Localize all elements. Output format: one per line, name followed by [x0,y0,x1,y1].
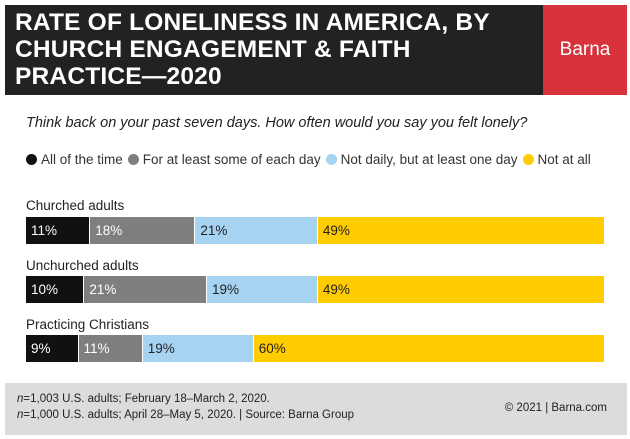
bar-segment [195,217,318,244]
chart-header: RATE OF LONELINESS IN AMERICA, BY CHURCH… [5,5,543,95]
stacked-bar: 10% 21% 19% 49% [26,276,604,303]
stacked-bar: 11% 18% 21% 49% [26,217,604,244]
data-label: 18% [95,223,123,238]
bar-segment [84,276,207,303]
category-label: Unchurched adults [26,258,139,273]
legend-label: Not at all [537,152,591,167]
footnote-line-2: n=1,000 U.S. adults; April 28–May 5, 202… [17,407,354,423]
footer: n=1,003 U.S. adults; February 18–March 2… [5,383,627,435]
legend-item: All of the time [26,152,123,167]
legend-label: All of the time [41,152,123,167]
legend-dot-icon [26,154,37,165]
legend-dot-icon [127,154,139,165]
bar-segment [253,335,604,362]
barna-logo: Barna [543,5,627,95]
footnote: n=1,003 U.S. adults; February 18–March 2… [17,391,354,423]
survey-question: Think back on your past seven days. How … [26,115,528,131]
data-label: 19% [147,341,175,356]
bar-segment [90,217,196,244]
legend-item: Not daily, but at least one day [325,152,518,167]
data-label: 9% [31,341,51,356]
bar-segment [142,335,254,362]
data-label: 19% [211,282,240,297]
stacked-bar: 9% 11% 19% 60% [26,335,604,362]
bar-segment [26,217,91,244]
bar-segment [78,335,143,362]
category-label: Practicing Christians [26,317,150,332]
copyright: © 2021 | Barna.com [504,402,607,414]
bar-segment [26,276,85,303]
chart-legend: All of the time For at least some of each… [26,149,606,171]
legend-label: Not daily, but at least one day [340,152,518,167]
legend-item: Not at all [522,152,591,167]
legend-label: For at least some of each day [142,152,321,167]
footnote-text-2: =1,000 U.S. adults; April 28–May 5, 2020… [23,409,355,421]
data-label: 49% [322,282,350,297]
legend-dot-icon [522,154,534,165]
legend-dot-icon [325,154,337,165]
bar-segment [206,276,318,303]
n-label: n [17,393,24,405]
bar-segment [317,217,604,244]
data-label: 10% [31,282,59,297]
footnote-text-1: =1,003 U.S. adults; February 18–March 2,… [23,393,270,405]
legend-item: For at least some of each day [127,152,321,167]
data-label: 60% [258,341,286,356]
chart-title: RATE OF LONELINESS IN AMERICA, BY CHURCH… [15,9,490,90]
data-label: 21% [89,282,117,297]
data-label: 49% [322,223,350,238]
data-label: 11% [83,341,110,356]
category-label: Churched adults [26,198,125,213]
bar-segment [26,335,79,362]
data-label: 21% [200,223,228,238]
data-label: 11% [31,223,58,238]
footnote-line-1: n=1,003 U.S. adults; February 18–March 2… [17,391,354,407]
n-label: n [17,409,24,421]
bar-segment [317,276,604,303]
